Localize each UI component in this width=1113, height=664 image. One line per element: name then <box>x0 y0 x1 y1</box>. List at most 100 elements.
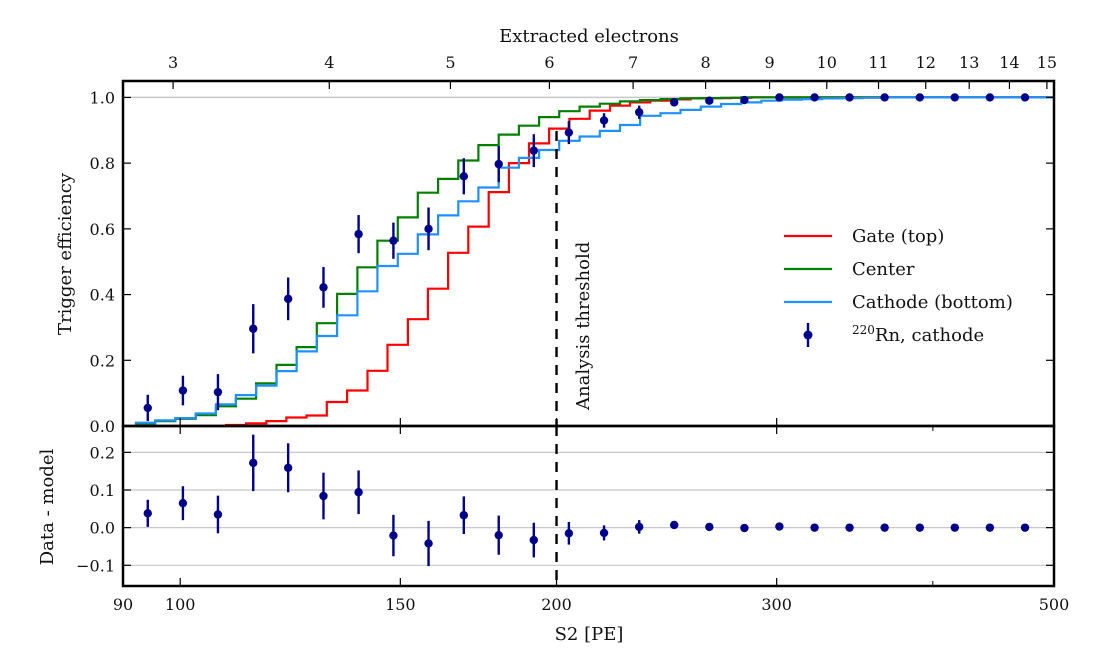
legend: Gate (top) Center Cathode (bottom) 220Rn, c… <box>784 226 1013 347</box>
efficiency-data-point <box>249 324 258 333</box>
residual-data-point <box>635 522 644 532</box>
series-layer <box>134 93 1054 586</box>
labels-layer: 90 100 150 200 300 500 3 4 5 6 7 8 9 10 11 12 13 14 15 0.0 0… <box>76 53 1069 614</box>
residual-data-point <box>775 522 784 531</box>
residual-data-point <box>1020 523 1030 532</box>
y-tick-label-efficiency: 0.2 <box>90 351 115 370</box>
legend-label: Gate (top) <box>852 226 944 247</box>
top-axis-tick-label: 3 <box>168 53 178 72</box>
legend-swatch-marker <box>803 330 813 340</box>
y-tick-label-residual: 0.0 <box>90 519 115 538</box>
x-tick-label: 200 <box>541 595 572 614</box>
efficiency-data-point <box>880 93 889 102</box>
step-line-gate-top- <box>134 96 1054 428</box>
efficiency-data-point <box>178 386 188 395</box>
efficiency-data-point <box>143 403 152 413</box>
top-axis-tick-label: 12 <box>916 53 936 72</box>
efficiency-data-point <box>810 93 819 102</box>
residual-data-point <box>319 491 328 501</box>
efficiency-data-point <box>564 128 574 137</box>
residual-data-point <box>705 522 714 532</box>
residual-data-point <box>669 520 679 530</box>
efficiency-data-point <box>599 116 609 125</box>
frame-layer <box>121 79 1056 588</box>
x-tick-label: 300 <box>761 595 792 614</box>
efficiency-data-point <box>1020 93 1030 102</box>
y-tick-label-efficiency: 1.0 <box>90 88 115 107</box>
residual-data-point <box>880 523 889 532</box>
y-tick-label-efficiency: 0.0 <box>90 417 115 436</box>
top-axis-tick-label: 14 <box>999 53 1019 72</box>
efficiency-data-point <box>950 93 959 102</box>
residual-data-point <box>740 523 749 533</box>
legend-label-rest: Rn, cathode <box>875 325 984 346</box>
x-tick-label: 100 <box>165 595 196 614</box>
residual-data-point <box>143 509 152 518</box>
top-axis-tick-label: 4 <box>324 53 334 72</box>
efficiency-data-point <box>669 98 679 107</box>
legend-label: Cathode (bottom) <box>852 292 1013 313</box>
residual-data-point <box>424 539 433 548</box>
residual-data-point <box>599 528 609 538</box>
efficiency-data-point <box>985 93 995 102</box>
efficiency-data-point <box>459 172 469 181</box>
x-tick-label: 90 <box>113 595 133 614</box>
top-axis-tick-label: 10 <box>817 53 837 72</box>
x-tick-label: 500 <box>1039 595 1070 614</box>
residual-data-point <box>213 510 223 519</box>
residual-data-point <box>354 488 363 497</box>
efficiency-data-point <box>705 96 714 105</box>
residual-data-point <box>178 498 188 508</box>
efficiency-data-point <box>424 224 433 234</box>
legend-label: 220Rn, cathode <box>852 323 984 346</box>
y-tick-label-residual: −0.1 <box>76 556 115 575</box>
y-axis-title-efficiency: Trigger efficiency <box>55 172 76 335</box>
efficiency-data-point <box>283 294 293 304</box>
legend-label: Center <box>852 259 915 280</box>
efficiency-data-point <box>354 229 363 239</box>
efficiency-data-point <box>635 108 644 117</box>
top-axis-tick-label: 11 <box>868 53 888 72</box>
top-axis-tick-label: 9 <box>764 53 774 72</box>
top-axis-tick-label: 6 <box>544 53 554 72</box>
top-axis-tick-label: 13 <box>959 53 979 72</box>
y-tick-label-residual: 0.1 <box>90 481 115 500</box>
residual-data-point <box>459 511 469 520</box>
residual-data-point <box>494 530 503 540</box>
analysis-threshold-label: Analysis threshold <box>573 242 594 411</box>
residual-data-point <box>845 523 854 532</box>
residual-data-point <box>249 458 258 468</box>
residual-data-point <box>389 531 398 540</box>
efficiency-data-point <box>389 236 398 245</box>
y-tick-label-efficiency: 0.6 <box>90 220 115 239</box>
y-tick-label-efficiency: 0.4 <box>90 286 115 305</box>
top-axis-tick-label: 15 <box>1037 53 1057 72</box>
x-tick-label: 150 <box>385 595 416 614</box>
efficiency-data-point <box>494 159 503 169</box>
step-line-cathode-bottom- <box>134 96 1054 424</box>
efficiency-data-point <box>775 93 784 102</box>
efficiency-data-point <box>915 93 925 102</box>
top-axis-tick-label: 8 <box>701 53 711 72</box>
residual-data-point <box>950 523 959 532</box>
residual-data-point <box>529 535 538 545</box>
step-line-center <box>134 96 1054 425</box>
y-axis-title-residuals: Data - model <box>37 449 58 566</box>
residual-data-point <box>283 463 293 472</box>
top-axis-title: Extracted electrons <box>499 26 679 47</box>
efficiency-data-point <box>845 93 854 102</box>
residual-data-point <box>810 523 819 532</box>
top-axis-tick-label: 5 <box>445 53 455 72</box>
efficiency-data-point <box>319 283 328 292</box>
x-axis-title: S2 [PE] <box>555 624 624 645</box>
residual-data-point <box>915 523 925 532</box>
residual-data-point <box>564 529 574 538</box>
efficiency-data-point <box>213 387 223 397</box>
residual-panel-frame <box>121 424 1056 588</box>
y-tick-label-residual: 0.2 <box>90 443 115 462</box>
ticks-layer <box>122 81 1055 586</box>
efficiency-data-point <box>529 146 538 155</box>
legend-label-superscript: 220 <box>852 323 875 337</box>
residual-data-point <box>985 523 995 532</box>
